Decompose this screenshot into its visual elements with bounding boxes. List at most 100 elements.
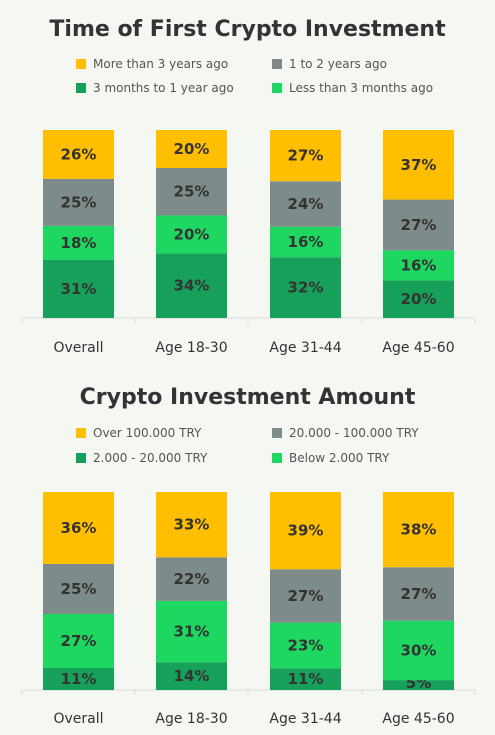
bar-stack: 31% 18% 25% 26% [43,130,114,318]
bar-segment [383,620,454,681]
category-label: Age 45-60 [382,340,454,356]
legend-label: Over 100.000 TRY [93,426,202,440]
bar-segment [156,167,227,216]
legend-label: 1 to 2 years ago [289,57,387,71]
legend-swatch [76,428,86,438]
bar-stack: 20% 16% 27% 37% [383,130,454,318]
data-label: 30% [401,641,437,659]
legend-label: Less than 3 months ago [289,81,433,95]
bar-stack: 11% 23% 27% 39% [270,492,341,690]
data-label: 27% [401,216,437,234]
bar-segment [383,567,454,621]
data-label: 11% [61,670,97,688]
legend-swatch [76,453,86,463]
legend-swatch [76,83,86,93]
data-label: 27% [288,587,324,605]
chart-title: Crypto Investment Amount [80,385,416,410]
bar-segment [156,215,227,254]
bar-segment [43,259,114,318]
legend-swatch [272,59,282,69]
bar-segment [270,569,341,623]
bar-segment [383,492,454,568]
bar-segment [43,130,114,179]
data-label: 25% [174,183,210,201]
bar-segment [156,557,227,601]
category-label: Overall [53,711,103,727]
data-label: 22% [174,570,210,588]
category-label: Age 31-44 [269,340,341,356]
data-label: 16% [288,233,324,251]
data-label: 18% [61,234,97,252]
data-label: 27% [61,632,97,650]
data-label: 14% [174,667,210,685]
data-label: 36% [61,519,97,537]
data-label: 25% [61,193,97,211]
category-label: Age 18-30 [155,340,227,356]
data-label: 20% [174,140,210,158]
bar-segment [383,130,454,200]
data-label: 20% [174,225,210,243]
bar-stack: 5%30%27%38% [383,492,454,692]
legend-swatch [76,59,86,69]
bar-segment [43,668,114,690]
bar-stack: 32% 16% 24% 27% [270,130,341,318]
category-label: Age 45-60 [382,711,454,727]
bar-segment [270,181,341,227]
bar-segment [270,130,341,182]
bar-segment [156,130,227,168]
bar-segment [383,250,454,281]
bar-segment [43,564,114,614]
bar-segment [270,226,341,258]
bar-segment [43,225,114,260]
data-label: 11% [288,670,324,688]
bar-segment [383,199,454,251]
data-label: 38% [401,521,437,539]
chart-title: Time of First Crypto Investment [49,17,446,42]
data-label: 25% [61,580,97,598]
category-label: Age 18-30 [155,711,227,727]
data-label: 39% [288,522,324,540]
legend-label: 2.000 - 20.000 TRY [93,451,208,465]
data-label: 31% [174,623,210,641]
legend-swatch [272,453,282,463]
chart-2: Crypto Investment Amount Over 100.000 TRY… [21,385,476,727]
data-label: 27% [288,147,324,165]
bar-segment [43,492,114,564]
bar-segment [270,492,341,570]
data-label: 37% [401,156,437,174]
bar-segment [383,680,454,690]
data-label: 26% [61,145,97,163]
bar-segment [156,492,227,558]
chart-1: Time of First Crypto Investment More than… [21,17,476,356]
bar-segment [383,280,454,318]
bar-segment [270,668,341,690]
data-label: 23% [288,636,324,654]
data-label: 34% [174,277,210,295]
data-label: 33% [174,516,210,534]
bar-stack: 34% 20% 25% 20% [156,130,227,318]
bar-segment [43,178,114,226]
legend-swatch [272,83,282,93]
data-label: 20% [401,290,437,308]
legend-label: Below 2.000 TRY [289,451,390,465]
legend-label: 20.000 - 100.000 TRY [289,426,419,440]
bar-stack: 11% 27% 25% 36% [43,492,114,690]
legend: Over 100.000 TRY 20.000 - 100.000 TRY 2.00… [76,426,419,465]
bar-segment [156,600,227,663]
legend: More than 3 years ago 1 to 2 years ago 3 m… [76,57,433,95]
legend-label: 3 months to 1 year ago [93,81,234,95]
bar-segment [43,614,114,668]
bar-segment [156,662,227,690]
data-label: 16% [401,256,437,274]
data-label: 27% [401,585,437,603]
bar-segment [270,257,341,318]
bar-segment [270,622,341,669]
data-label: 24% [288,195,324,213]
data-label: 31% [61,280,97,298]
legend-label: More than 3 years ago [93,57,228,71]
category-label: Age 31-44 [269,711,341,727]
bar-segment [156,253,227,318]
data-label: 32% [288,279,324,297]
